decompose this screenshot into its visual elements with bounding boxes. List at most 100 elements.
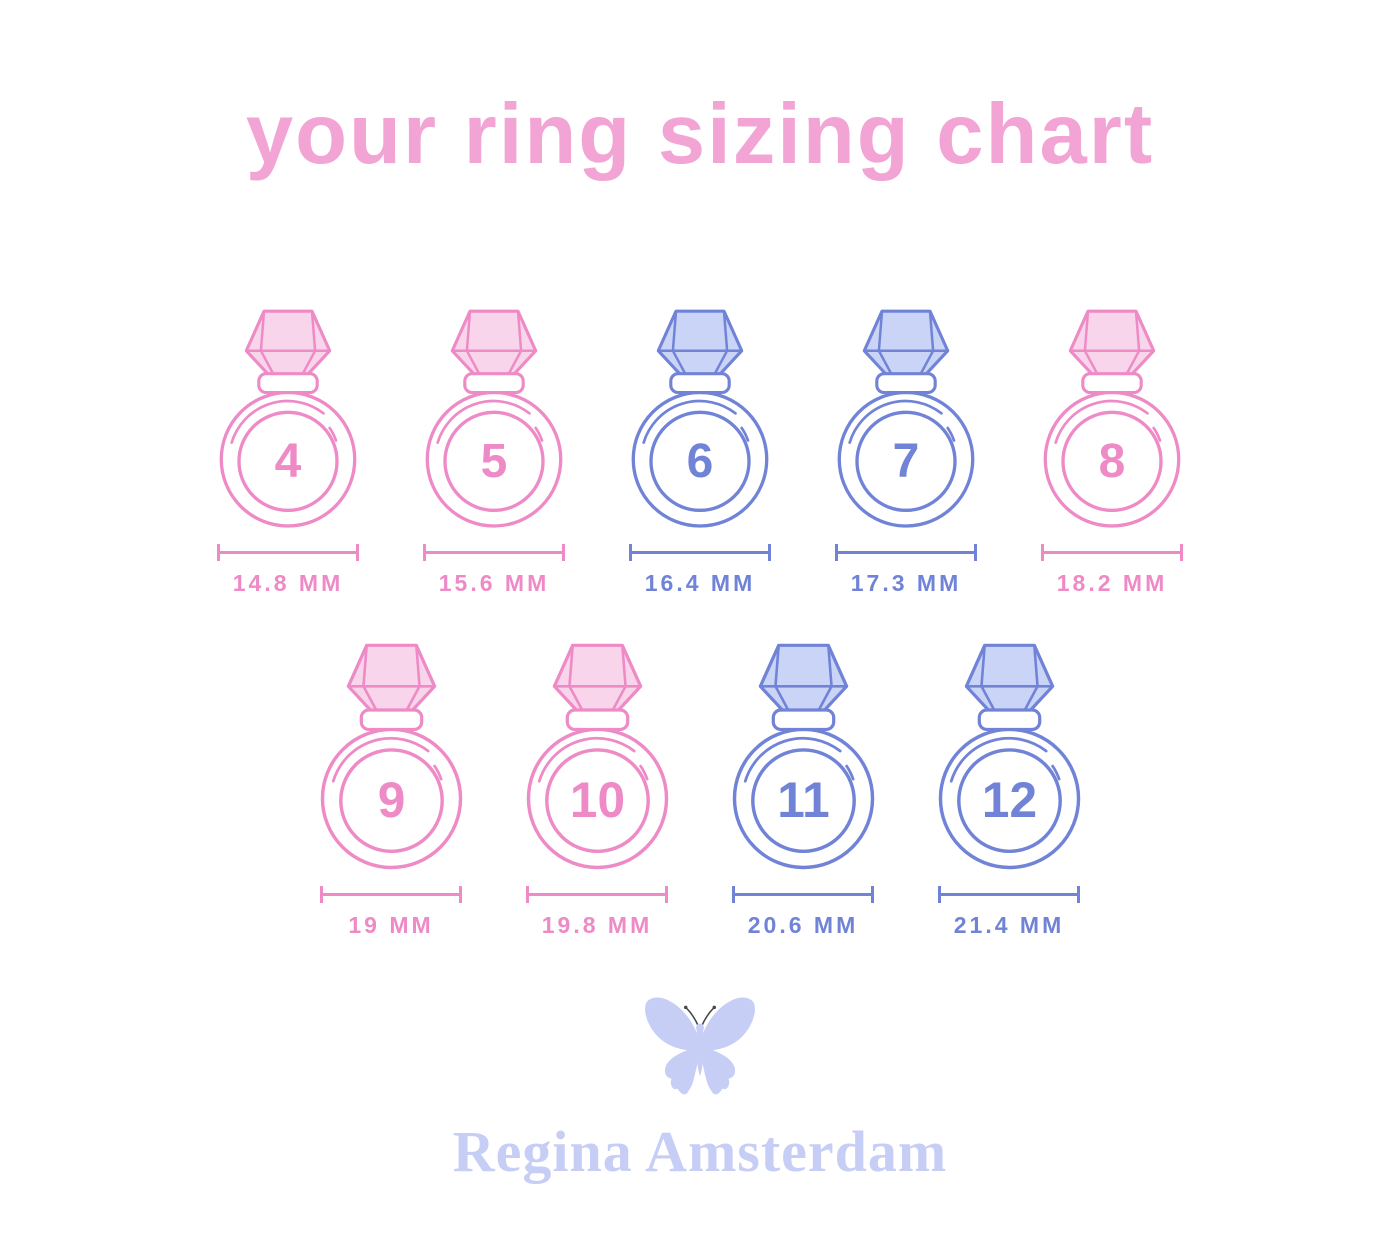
- ring-shine-short: [1152, 426, 1162, 443]
- ring-size-number: 5: [481, 435, 508, 488]
- diamond-ring-icon: 9: [320, 644, 462, 870]
- ring-inner-band: [649, 410, 751, 513]
- ring-size-number: 9: [377, 772, 405, 828]
- ring-shine-long: [537, 737, 636, 784]
- gem-facets: [452, 311, 536, 379]
- ring-shine-short: [432, 765, 443, 781]
- diameter-measure-line: [526, 886, 668, 904]
- diamond-ring-icon: 11: [732, 644, 874, 870]
- diameter-label: 17.3 MM: [850, 570, 962, 597]
- ring-cell-size-9: 9 19 MM: [288, 641, 494, 939]
- butterfly-wing: [700, 997, 755, 1095]
- diameter-measure-line: [732, 886, 874, 904]
- gem-icon: [346, 644, 436, 719]
- diamond-ring-icon: 8: [1043, 309, 1181, 528]
- diameter-measure-line: [320, 886, 462, 904]
- diameter-measure-line: [217, 544, 359, 562]
- gem-facets: [1070, 311, 1154, 379]
- ring-shine-short: [844, 765, 855, 781]
- gem-facets: [658, 311, 742, 379]
- ring-cell-size-6: 6 16.4 MM: [597, 307, 803, 597]
- ring-cell-size-11: 11 20.6 MM: [700, 641, 906, 939]
- gem-icon: [964, 644, 1054, 719]
- ring-cell-size-12: 12 21.4 MM: [906, 641, 1112, 939]
- diamond-ring-icon: 6: [631, 309, 769, 528]
- ring-size-number: 4: [275, 435, 302, 488]
- ring-cell-size-4: 4 14.8 MM: [185, 307, 391, 597]
- diameter-label: 15.6 MM: [438, 570, 550, 597]
- gem-facets: [864, 311, 948, 379]
- gem-icon: [1068, 309, 1156, 382]
- ring-shine-long: [1054, 399, 1149, 445]
- ring-shine-short: [740, 426, 750, 443]
- ring-inner-band: [855, 410, 957, 513]
- ring-size-number: 6: [687, 435, 714, 488]
- butterfly-body: [695, 1023, 705, 1076]
- ring-setting: [565, 708, 629, 732]
- ring-setting: [257, 372, 319, 395]
- gem-facets: [965, 645, 1053, 716]
- ring-size-number: 8: [1099, 435, 1126, 488]
- ring-size-number: 10: [569, 772, 624, 828]
- ring-inner-band: [750, 748, 856, 854]
- diameter-label: 14.8 MM: [232, 570, 344, 597]
- diameter-label: 16.4 MM: [644, 570, 756, 597]
- ring-shine-long: [949, 737, 1048, 784]
- ring-cell-size-10: 10 19.8 MM: [494, 641, 700, 939]
- gem-facets: [246, 311, 330, 379]
- diamond-ring-icon: 4: [219, 309, 357, 528]
- gem-icon: [758, 644, 848, 719]
- diamond-ring-icon: 12: [938, 644, 1080, 870]
- ring-shine-long: [848, 399, 943, 445]
- diameter-measure-line: [938, 886, 1080, 904]
- brand-footer: Regina Amsterdam: [453, 997, 947, 1184]
- butterfly-icon: [644, 997, 755, 1096]
- ring-shine-short: [534, 426, 544, 443]
- ring-setting: [1081, 372, 1143, 395]
- gem-icon: [552, 644, 642, 719]
- diameter-measure-line: [423, 544, 565, 562]
- ring-cell-size-8: 8 18.2 MM: [1009, 307, 1215, 597]
- diameter-label: 20.6 MM: [747, 912, 859, 939]
- ring-setting: [977, 708, 1041, 732]
- ring-inner-band: [956, 748, 1062, 854]
- ring-size-number: 12: [981, 772, 1036, 828]
- ring-shine-long: [230, 399, 325, 445]
- gem-icon: [656, 309, 744, 382]
- page-title: your ring sizing chart: [245, 87, 1155, 182]
- diameter-label: 19 MM: [348, 912, 434, 939]
- ring-cell-size-5: 5 15.6 MM: [391, 307, 597, 597]
- ring-shine-short: [946, 426, 956, 443]
- ring-setting: [359, 708, 423, 732]
- ring-inner-band: [544, 748, 650, 854]
- diamond-ring-icon: 10: [526, 644, 668, 870]
- diameter-measure-line: [629, 544, 771, 562]
- ring-setting: [771, 708, 835, 732]
- ring-shine-long: [436, 399, 531, 445]
- diameter-label: 18.2 MM: [1056, 570, 1168, 597]
- gem-icon: [244, 309, 332, 382]
- gem-icon: [450, 309, 538, 382]
- ring-setting: [463, 372, 525, 395]
- ring-size-number: 11: [777, 772, 829, 828]
- ring-shine-short: [328, 426, 338, 443]
- ring-shine-long: [331, 737, 430, 784]
- ring-inner-band: [443, 410, 545, 513]
- diameter-label: 19.8 MM: [541, 912, 653, 939]
- diameter-measure-line: [835, 544, 977, 562]
- ring-cell-size-7: 7 17.3 MM: [803, 307, 1009, 597]
- ring-shine-long: [642, 399, 737, 445]
- gem-facets: [347, 645, 435, 716]
- butterfly-antenna-tip: [712, 1005, 717, 1010]
- ring-size-number: 7: [893, 435, 920, 488]
- ring-inner-band: [1061, 410, 1163, 513]
- diamond-ring-icon: 5: [425, 309, 563, 528]
- diameter-label: 21.4 MM: [953, 912, 1065, 939]
- ring-row-2: 9 19 MM 10 19.8 MM 11 20: [288, 641, 1112, 939]
- ring-row-1: 4 14.8 MM 5 15.6 MM 6 16: [185, 307, 1215, 597]
- diameter-measure-line: [1041, 544, 1183, 562]
- gem-icon: [862, 309, 950, 382]
- diamond-ring-icon: 7: [837, 309, 975, 528]
- ring-setting: [669, 372, 731, 395]
- gem-facets: [553, 645, 641, 716]
